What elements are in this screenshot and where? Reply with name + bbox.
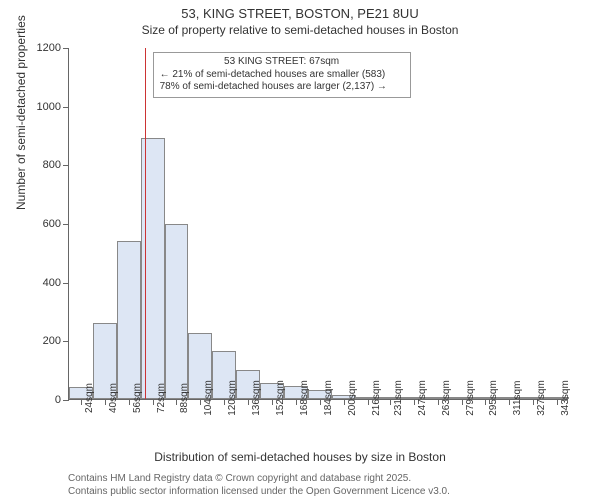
x-tick-label: 136sqm [251,380,262,416]
x-tick [224,399,225,405]
x-tick-label: 231sqm [393,380,404,416]
x-tick [248,399,249,405]
x-tick-label: 247sqm [417,380,428,416]
x-tick-label: 295sqm [488,380,499,416]
x-tick-label: 168sqm [299,380,310,416]
x-tick [557,399,558,405]
annotation-line: ← 21% of semi-detached houses are smalle… [160,69,404,82]
x-tick-label: 88sqm [179,383,190,413]
x-tick [296,399,297,405]
x-tick [509,399,510,405]
x-tick [129,399,130,405]
x-tick [462,399,463,405]
x-tick-label: 311sqm [512,381,523,416]
x-tick-label: 40sqm [108,383,119,413]
plot-area: 02004006008001000120024sqm40sqm56sqm72sq… [68,48,568,400]
x-tick [320,399,321,405]
x-tick [153,399,154,405]
x-tick-label: 184sqm [323,380,334,416]
annotation-line: 53 KING STREET: 67sqm [160,56,404,69]
footer-attribution: Contains HM Land Registry data © Crown c… [68,472,450,498]
footer-line: Contains public sector information licen… [68,485,450,498]
x-tick [414,399,415,405]
x-tick [81,399,82,405]
x-tick [200,399,201,405]
x-tick-label: 279sqm [465,380,476,416]
x-tick-label: 72sqm [156,383,167,413]
x-tick [105,399,106,405]
x-tick-label: 263sqm [441,380,452,416]
x-tick-label: 327sqm [536,380,547,416]
x-tick [176,399,177,405]
title-block: 53, KING STREET, BOSTON, PE21 8UU Size o… [0,0,600,37]
x-tick-label: 152sqm [275,380,286,416]
y-tick-label: 0 [55,394,69,406]
histogram-bar [117,241,141,399]
x-tick-label: 216sqm [371,380,382,416]
x-tick [533,399,534,405]
y-tick-label: 200 [43,335,69,347]
y-tick-label: 1000 [37,101,69,113]
bar-layer [69,48,568,399]
y-tick-label: 400 [43,277,69,289]
x-tick-label: 343sqm [560,380,571,416]
y-tick-label: 800 [43,159,69,171]
x-axis-title: Distribution of semi-detached houses by … [0,450,600,464]
y-tick-label: 600 [43,218,69,230]
x-tick [438,399,439,405]
reference-line [145,48,146,399]
chart-subtitle: Size of property relative to semi-detach… [0,23,600,37]
x-tick [485,399,486,405]
chart-title: 53, KING STREET, BOSTON, PE21 8UU [0,6,600,21]
x-tick-label: 120sqm [227,380,238,416]
x-tick-label: 24sqm [84,383,95,413]
x-tick [390,399,391,405]
x-tick-label: 200sqm [347,380,358,416]
x-tick-label: 56sqm [132,383,143,413]
footer-line: Contains HM Land Registry data © Crown c… [68,472,450,485]
x-tick [368,399,369,405]
x-tick [272,399,273,405]
histogram-bar [165,224,189,399]
x-tick [344,399,345,405]
annotation-line: 78% of semi-detached houses are larger (… [160,81,404,94]
y-tick-label: 1200 [37,42,69,54]
chart-container: 53, KING STREET, BOSTON, PE21 8UU Size o… [0,0,600,500]
annotation-box: 53 KING STREET: 67sqm← 21% of semi-detac… [153,52,411,98]
x-tick-label: 104sqm [203,380,214,416]
y-axis-title: Number of semi-detached properties [14,15,28,210]
